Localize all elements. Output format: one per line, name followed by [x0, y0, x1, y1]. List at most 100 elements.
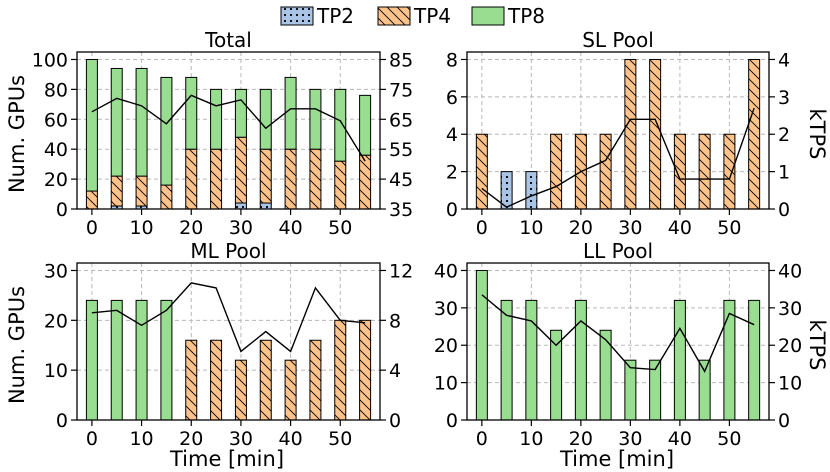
bar-2-0-tp8 — [85, 299, 98, 421]
xtick-label-0-0: 0 — [86, 217, 98, 239]
bar-0-4-tp4-hatch — [185, 149, 197, 209]
xtick-label-2-3: 30 — [229, 428, 253, 450]
ytick-label-0-2: 40 — [44, 139, 68, 161]
bar-0-2-tp8 — [135, 67, 148, 177]
bar-2-3-tp8 — [160, 299, 173, 421]
bar-0-9-tp8 — [309, 88, 322, 150]
y2tick-label-0-4: 75 — [389, 79, 413, 101]
ytick-label-1-1: 2 — [446, 162, 458, 184]
bar-0-1-tp8 — [110, 67, 123, 177]
legend-entry-tp8: TP8 — [471, 4, 545, 28]
y2tick-label-3-1: 10 — [778, 373, 802, 395]
panel-2: 0 10 20 30 0 4 8 12 0 10 20 30 40 50 ML Pool — [44, 239, 413, 450]
y2tick-label-2-0: 0 — [389, 410, 401, 432]
y2label-top: kTPS — [805, 109, 829, 160]
bar-0-5-tp4-hatch — [210, 149, 222, 209]
bar-3-11-tp8 — [748, 299, 761, 421]
bar-0-6-tp8 — [234, 88, 247, 138]
y2tick-label-3-3: 30 — [778, 298, 802, 320]
bar-1-10-tp4-hatch — [723, 134, 735, 209]
bar-2-2-tp8 — [135, 299, 148, 421]
legend-entry-tp4: TP4 — [377, 4, 451, 28]
xtick-label-3-0: 0 — [476, 428, 488, 450]
y2tick-label-3-2: 20 — [778, 335, 802, 357]
bar-1-3-tp4-hatch — [550, 134, 562, 209]
ytick-label-0-3: 60 — [44, 109, 68, 131]
xtick-label-2-2: 20 — [179, 428, 203, 450]
xtick-label-0-3: 30 — [229, 217, 253, 239]
xtick-label-1-0: 0 — [476, 217, 488, 239]
bar-1-2-tp2-hatch — [525, 171, 537, 209]
xtick-label-1-4: 40 — [668, 217, 692, 239]
y2tick-label-1-3: 3 — [778, 87, 790, 109]
legend: TP2 TP4 TP8 — [280, 4, 545, 28]
plot-frame-2 — [76, 262, 381, 421]
bar-0-2-tp4-hatch — [136, 176, 148, 207]
legend-label-tp2: TP2 — [316, 4, 354, 28]
xtick-label-0-4: 40 — [278, 217, 302, 239]
bar-3-0-tp8 — [475, 269, 488, 421]
bar-2-5-tp4-hatch — [210, 340, 222, 420]
bar-2-11-tp4-hatch — [359, 320, 371, 420]
bar-3-8-tp8 — [673, 299, 686, 421]
bar-1-1-tp2-hatch — [501, 171, 513, 209]
ktps-line-3 — [481, 294, 755, 373]
xtick-label-3-2: 20 — [569, 428, 593, 450]
bar-3-10-tp8 — [723, 299, 736, 421]
bar-0-10-tp4-hatch — [334, 161, 346, 209]
legend-swatch-tp8 — [471, 6, 505, 26]
ytick-label-3-3: 30 — [434, 298, 458, 320]
panel-title-2: ML Pool — [190, 239, 266, 263]
ytick-label-2-1: 10 — [44, 360, 68, 382]
ytick-label-3-4: 40 — [434, 260, 458, 282]
ktps-line-2 — [91, 282, 366, 353]
ytick-label-2-0: 0 — [56, 410, 68, 432]
bar-2-9-tp4-hatch — [309, 340, 321, 420]
bar-1-5-tp4-hatch — [600, 134, 612, 209]
xtick-label-2-4: 40 — [278, 428, 302, 450]
y2tick-label-0-5: 85 — [389, 49, 413, 71]
ytick-label-3-0: 0 — [446, 410, 458, 432]
bar-0-3-tp8 — [160, 76, 173, 186]
xtick-label-2-1: 10 — [129, 428, 153, 450]
ytick-label-2-3: 30 — [44, 260, 68, 282]
y2tick-label-1-0: 0 — [778, 199, 790, 221]
bar-3-4-tp8 — [574, 299, 587, 421]
bar-0-11-tp4-hatch — [359, 155, 371, 209]
bar-3-3-tp8 — [550, 329, 563, 421]
panel-title-0: Total — [204, 28, 252, 52]
bar-1-11-tp4-hatch — [748, 59, 760, 209]
bar-0-6-tp2-hatch — [235, 203, 247, 209]
bar-0-9-tp4-hatch — [309, 149, 321, 209]
xtick-label-1-2: 20 — [569, 217, 593, 239]
ytick-label-0-0: 0 — [56, 199, 68, 221]
bar-2-7-tp4-hatch — [260, 340, 272, 420]
panel-title-1: SL Pool — [582, 28, 654, 52]
xtick-label-2-5: 50 — [328, 428, 352, 450]
bar-0-7-tp2-hatch — [260, 203, 272, 209]
bar-2-1-tp8 — [110, 299, 123, 421]
legend-entry-tp2: TP2 — [280, 4, 354, 28]
bar-2-10-tp4-hatch — [334, 320, 346, 420]
y2tick-label-3-4: 40 — [778, 260, 802, 282]
bar-3-1-tp8 — [500, 299, 513, 421]
plot-frame-1 — [466, 51, 770, 210]
bar-0-11-tp8 — [359, 94, 372, 156]
bar-0-1-tp2-hatch — [111, 206, 123, 209]
ytick-label-3-2: 20 — [434, 335, 458, 357]
xtick-label-1-5: 50 — [717, 217, 741, 239]
xtick-label-3-4: 40 — [668, 428, 692, 450]
y2tick-label-2-1: 4 — [389, 360, 401, 382]
legend-swatch-tp4-hatch — [378, 7, 410, 25]
panel-0: 0 20 40 60 80 100 35 45 55 65 75 85 0 10 20 30 40 50 Total — [32, 28, 413, 239]
bar-2-6-tp4-hatch — [235, 360, 247, 420]
xtick-label-0-1: 10 — [129, 217, 153, 239]
bar-1-0-tp4-hatch — [476, 134, 488, 209]
legend-label-tp8: TP8 — [507, 4, 545, 28]
y2tick-label-3-0: 0 — [778, 410, 790, 432]
ytick-label-2-2: 20 — [44, 310, 68, 332]
ylabel-top: Num. GPUs — [5, 75, 29, 193]
xtick-label-3-1: 10 — [519, 428, 543, 450]
